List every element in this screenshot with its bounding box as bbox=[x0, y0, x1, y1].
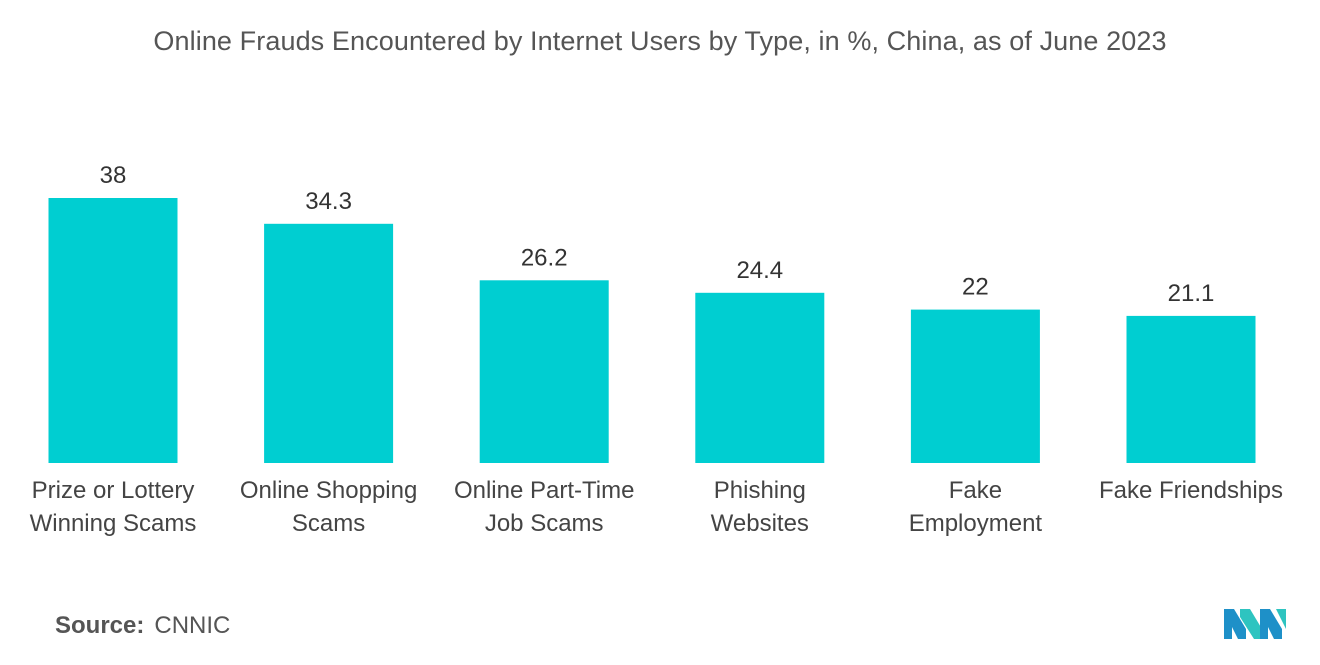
category-label: Winning Scams bbox=[30, 510, 197, 537]
source-line: Source: CNNIC bbox=[55, 612, 230, 640]
category-label: Employment bbox=[909, 510, 1043, 537]
bar bbox=[264, 223, 394, 463]
bar bbox=[695, 292, 825, 463]
category-label: Websites bbox=[711, 510, 809, 537]
bar-value-label: 22 bbox=[962, 274, 989, 301]
source-value: CNNIC bbox=[154, 612, 231, 639]
bar-value-label: 26.2 bbox=[521, 244, 568, 271]
bar-chart: 38 Prize or Lottery Winning Scams 34.3 Onlin… bbox=[30, 162, 1283, 537]
category-label: Online Part-Time bbox=[454, 477, 635, 504]
source-label: Source: bbox=[55, 612, 145, 639]
category-label: Fake Friendships bbox=[1099, 477, 1283, 504]
bar bbox=[48, 198, 178, 463]
bar-value-label: 34.3 bbox=[305, 188, 352, 215]
mordor-intelligence-logo-icon bbox=[1224, 609, 1286, 639]
category-label: Phishing bbox=[714, 477, 806, 504]
bar bbox=[479, 280, 609, 463]
category-label: Prize or Lottery bbox=[32, 477, 195, 504]
bar-value-label: 21.1 bbox=[1168, 280, 1215, 307]
bar-value-label: 24.4 bbox=[736, 257, 783, 284]
bar bbox=[1126, 315, 1256, 463]
bar-value-label: 38 bbox=[100, 162, 127, 189]
bar bbox=[910, 309, 1040, 463]
category-label: Scams bbox=[292, 510, 365, 537]
category-label: Job Scams bbox=[485, 510, 604, 537]
category-label: Online Shopping bbox=[240, 477, 417, 504]
chart-title: Online Frauds Encountered by Internet Us… bbox=[153, 26, 1167, 56]
category-label: Fake bbox=[949, 477, 1002, 504]
